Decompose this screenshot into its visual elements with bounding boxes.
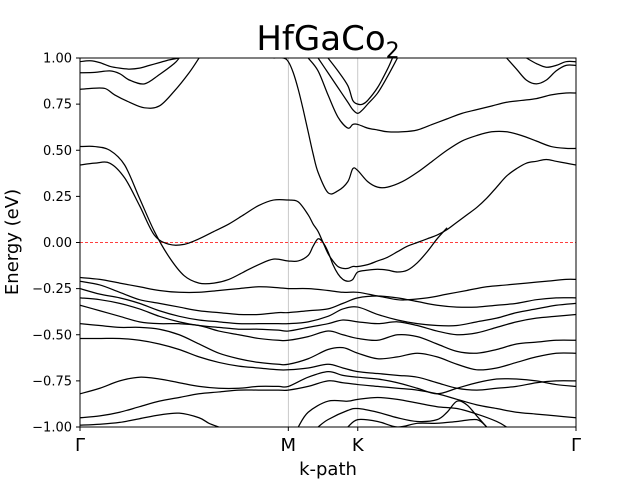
y-tick-label-8: −1.00 (32, 421, 72, 436)
x-axis-label: k-path (299, 459, 357, 480)
band-line-8 (327, 58, 394, 106)
y-tick-label-4: 0.00 (43, 236, 72, 251)
band-line-5 (273, 58, 576, 195)
band-line-2 (80, 58, 200, 109)
band-line-13 (80, 288, 576, 327)
y-tick-label-2: 0.50 (43, 144, 72, 159)
band-line-10 (526, 58, 576, 68)
band-line-3 (80, 145, 448, 285)
y-tick-label-7: −0.75 (32, 374, 72, 389)
band-line-21 (297, 396, 507, 427)
band-line-1 (80, 58, 180, 85)
bands (80, 58, 576, 427)
y-tick-label-1: 0.75 (43, 98, 72, 113)
band-line-19 (80, 380, 576, 419)
band-line-0 (80, 58, 180, 70)
band-line-16 (80, 323, 576, 371)
band-line-23 (347, 418, 488, 427)
band-line-9 (506, 58, 576, 85)
band-line-12 (80, 280, 576, 316)
plot-area (79, 57, 577, 428)
band-line-4 (80, 158, 576, 270)
y-tick-label-3: 0.25 (43, 190, 72, 205)
band-line-15 (80, 304, 576, 354)
y-tick-label-5: −0.25 (32, 282, 72, 297)
chart-title-main: HfGaCo (256, 19, 385, 59)
y-tick-label-6: −0.50 (32, 328, 72, 343)
band-line-7 (317, 58, 398, 114)
band-line-17 (80, 337, 576, 391)
band-line-14 (80, 297, 576, 336)
chart-title: HfGaCo2 (256, 19, 399, 64)
y-axis-ticks: 1.00 0.75 0.50 0.25 0.00 −0.25 −0.50 −0.75 −1.00 (32, 52, 80, 436)
y-axis-label: Energy (eV) (2, 189, 23, 295)
band-line-22 (317, 400, 488, 427)
x-tick-label-2: K (352, 435, 365, 456)
x-tick-label-1: M (281, 435, 297, 456)
band-line-20 (80, 412, 220, 427)
band-line-6 (307, 58, 576, 133)
x-tick-label-3: Γ (571, 435, 581, 456)
y-tick-label-0: 1.00 (43, 52, 72, 67)
chart-title-subscript: 2 (386, 39, 400, 64)
x-tick-label-0: Γ (75, 435, 85, 456)
band-line-18 (80, 371, 576, 395)
band-line-11 (80, 276, 576, 301)
